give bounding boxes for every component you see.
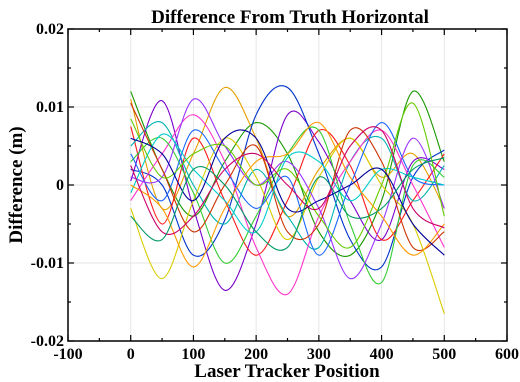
series-line-11 [130,98,445,280]
y-tick-label: -0.02 [31,333,64,350]
x-tick-label: 400 [370,346,394,363]
x-tick-label: 300 [307,346,331,363]
x-tick-label: 0 [127,346,135,363]
series-line-8 [130,114,445,296]
y-axis-label: Difference (m) [6,126,27,243]
series-line-6 [130,121,445,250]
series-line-7 [130,137,445,314]
y-tick-label: 0.02 [36,21,64,38]
series-layer [130,85,445,314]
x-axis-label: Laser Tracker Position [194,361,380,382]
series-line-5 [130,126,445,256]
series-line-12 [130,102,445,251]
y-tick-label: 0.01 [36,99,64,116]
series-line-9 [130,126,445,285]
x-tick-labels: -100 0 100 200 300 400 500 600 [53,346,519,363]
series-line-18 [130,157,445,251]
x-tick-label: 500 [432,346,456,363]
x-tick-label: -100 [53,346,82,363]
x-tick-label: 100 [181,346,205,363]
series-line-14 [130,102,445,249]
series-line-1 [130,90,445,257]
chart-title: Difference From Truth Horizontal [151,7,429,28]
y-tick-label: -0.01 [31,255,64,272]
x-tick-label: 200 [244,346,268,363]
series-line-17 [130,126,445,235]
series-line-4 [130,85,445,271]
series-line-15 [130,122,445,268]
y-tick-label: 0 [56,177,64,194]
series-line-13 [130,133,445,234]
x-tick-label: 600 [495,346,519,363]
plot-frame [67,28,508,342]
series-line-16 [130,129,445,256]
y-tick-labels: -0.02 -0.01 0 0.01 0.02 [31,21,64,350]
series-line-3 [130,100,445,291]
